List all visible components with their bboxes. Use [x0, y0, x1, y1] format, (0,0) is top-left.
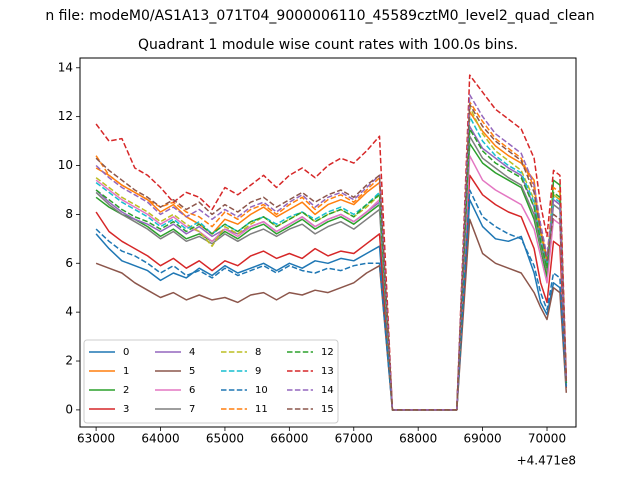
y-tick-label: 4: [65, 305, 73, 319]
x-tick-label: 70000: [528, 432, 566, 446]
x-axis-offset-label: +4.471e8: [517, 454, 576, 468]
legend-frame: [83, 339, 339, 424]
legend-label-14: 14: [321, 385, 334, 396]
y-tick-label: 14: [58, 60, 73, 74]
series-line-9: [95, 115, 568, 411]
x-tick-label: 67000: [335, 432, 373, 446]
x-tick-label: 66000: [270, 432, 308, 446]
x-tick-label: 63000: [77, 432, 115, 446]
figure-suptitle: n file: modeM0/AS1A13_071T04_9000006110_…: [45, 8, 594, 24]
legend-label-3: 3: [123, 404, 129, 415]
series-layer: [95, 74, 568, 411]
legend-label-5: 5: [189, 366, 195, 377]
legend-label-9: 9: [255, 366, 261, 377]
legend-label-12: 12: [321, 347, 334, 358]
series-line-5: [95, 218, 568, 411]
series-line-3: [95, 174, 568, 411]
y-axis: 0 2 4 6 8 10 12 14: [58, 60, 80, 416]
legend-label-0: 0: [123, 347, 129, 358]
series-line-11: [95, 101, 568, 411]
series-line-10: [95, 189, 568, 411]
legend-label-6: 6: [189, 385, 195, 396]
legend-label-8: 8: [255, 347, 261, 358]
legend-label-1: 1: [123, 366, 129, 377]
series-line-1: [95, 111, 568, 411]
y-tick-label: 10: [58, 158, 73, 172]
x-tick-label: 65000: [206, 432, 244, 446]
y-tick-label: 12: [58, 109, 73, 123]
x-tick-label: 64000: [141, 432, 179, 446]
x-axis: 63000 64000 65000 66000 67000 68000 69000 70000: [77, 427, 566, 446]
series-line-13: [95, 74, 568, 411]
series-line-14: [95, 93, 568, 411]
legend-label-2: 2: [123, 385, 129, 396]
series-line-12: [95, 128, 568, 411]
legend-label-4: 4: [189, 347, 195, 358]
legend-label-15: 15: [321, 404, 334, 415]
y-tick-label: 2: [65, 354, 73, 368]
legend-label-10: 10: [255, 385, 268, 396]
plot-area: [79, 57, 577, 428]
legend-label-11: 11: [255, 404, 268, 415]
y-tick-label: 8: [65, 207, 73, 221]
series-line-15: [95, 103, 568, 411]
series-line-7: [95, 135, 568, 411]
y-tick-label: 6: [65, 256, 73, 270]
legend-label-13: 13: [321, 366, 334, 377]
y-tick-label: 0: [65, 402, 73, 416]
x-tick-label: 68000: [399, 432, 437, 446]
x-tick-label: 69000: [464, 432, 502, 446]
legend-label-7: 7: [189, 404, 195, 415]
series-line-2: [95, 142, 568, 411]
chart-title: Quadrant 1 module wise count rates with …: [138, 37, 518, 53]
axes-frame: [79, 57, 577, 428]
series-line-0: [95, 198, 568, 411]
series-line-6: [95, 154, 568, 411]
